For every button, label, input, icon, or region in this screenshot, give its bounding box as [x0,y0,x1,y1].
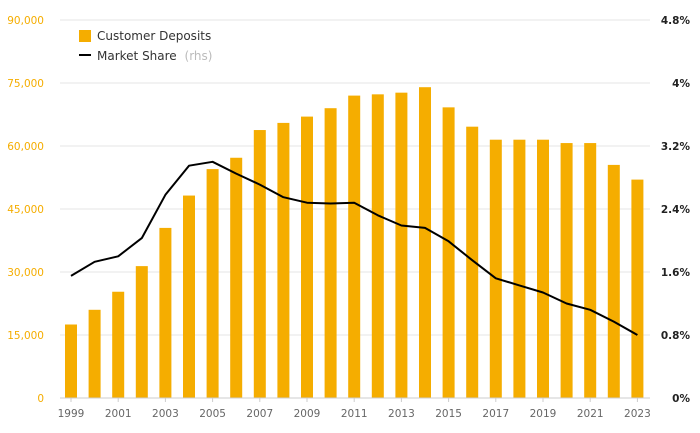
deposit-bar [489,139,502,398]
left-y-axis: 0 15,000 30,000 45,000 60,000 75,000 90,000 [7,15,44,405]
deposit-bar [135,266,148,398]
market-share-line [70,160,638,336]
deposit-bar [88,309,101,398]
x-tick-label: 2015 [435,408,462,420]
x-tick-label: 2019 [530,408,557,420]
right-tick-label: 1.6% [661,267,691,279]
right-tick-label: 4% [672,78,690,90]
deposit-bar [159,227,172,398]
legend-market-share-name: Market Share [97,49,177,63]
deposit-bar [537,139,549,398]
x-tick-label: 2009 [294,408,321,420]
deposit-bars [65,87,644,399]
deposit-bar [513,139,526,398]
x-tick-label: 2017 [482,408,509,420]
left-tick-label: 0 [37,393,44,405]
deposit-bar [631,179,644,398]
deposit-bar [560,143,573,398]
x-tick-label: 2023 [624,408,651,420]
deposit-bar [277,122,290,399]
deposit-bar [253,130,266,399]
left-tick-label: 15,000 [7,330,44,342]
x-tick-label: 2013 [388,408,415,420]
right-tick-label: 4.8% [661,15,691,27]
right-tick-label: 3.2% [661,141,691,153]
legend: Customer Deposits Market Share (rhs) [79,29,212,63]
deposit-bar [206,169,219,398]
legend-label-market-share: Market Share (rhs) [97,49,212,63]
deposit-bar [607,164,620,398]
deposit-bar [371,94,384,398]
legend-label-deposits: Customer Deposits [97,29,211,43]
x-tick-label: 2003 [152,408,179,420]
left-tick-label: 45,000 [7,204,44,216]
deposit-bar [395,92,408,398]
right-tick-label: 0.8% [661,330,691,342]
x-axis: 1999 2001 2003 2005 2007 2009 2011 2013 2015 2017… [58,397,651,420]
legend-swatch-deposits [79,30,91,42]
market-share-polyline [70,160,638,336]
deposit-bar [324,108,337,398]
deposit-bar [442,107,455,399]
left-tick-label: 90,000 [7,15,44,27]
x-tick-label: 2005 [199,408,226,420]
x-tick-label: 1999 [58,408,85,420]
left-tick-label: 75,000 [7,78,44,90]
deposit-bar [301,116,313,398]
x-tick-label: 2021 [577,408,604,420]
x-tick-label: 2001 [105,408,132,420]
deposit-bar [230,157,243,398]
deposit-bar [466,126,479,399]
left-tick-label: 30,000 [7,267,44,279]
right-y-axis: 0% 0.8% 1.6% 2.4% 3.2% 4% 4.8% [661,15,691,405]
deposit-bar [348,95,361,398]
right-tick-label: 0% [672,393,690,405]
right-tick-label: 2.4% [661,204,691,216]
deposit-bar [183,195,195,398]
deposit-bar [112,291,125,398]
x-tick-label: 2007 [246,408,273,420]
x-tick-label: 2011 [341,408,368,420]
left-tick-label: 60,000 [7,141,44,153]
deposit-bar [65,324,77,398]
deposit-bar [584,143,597,398]
deposit-bar [419,87,431,398]
legend-market-share-suffix: (rhs) [185,49,213,63]
